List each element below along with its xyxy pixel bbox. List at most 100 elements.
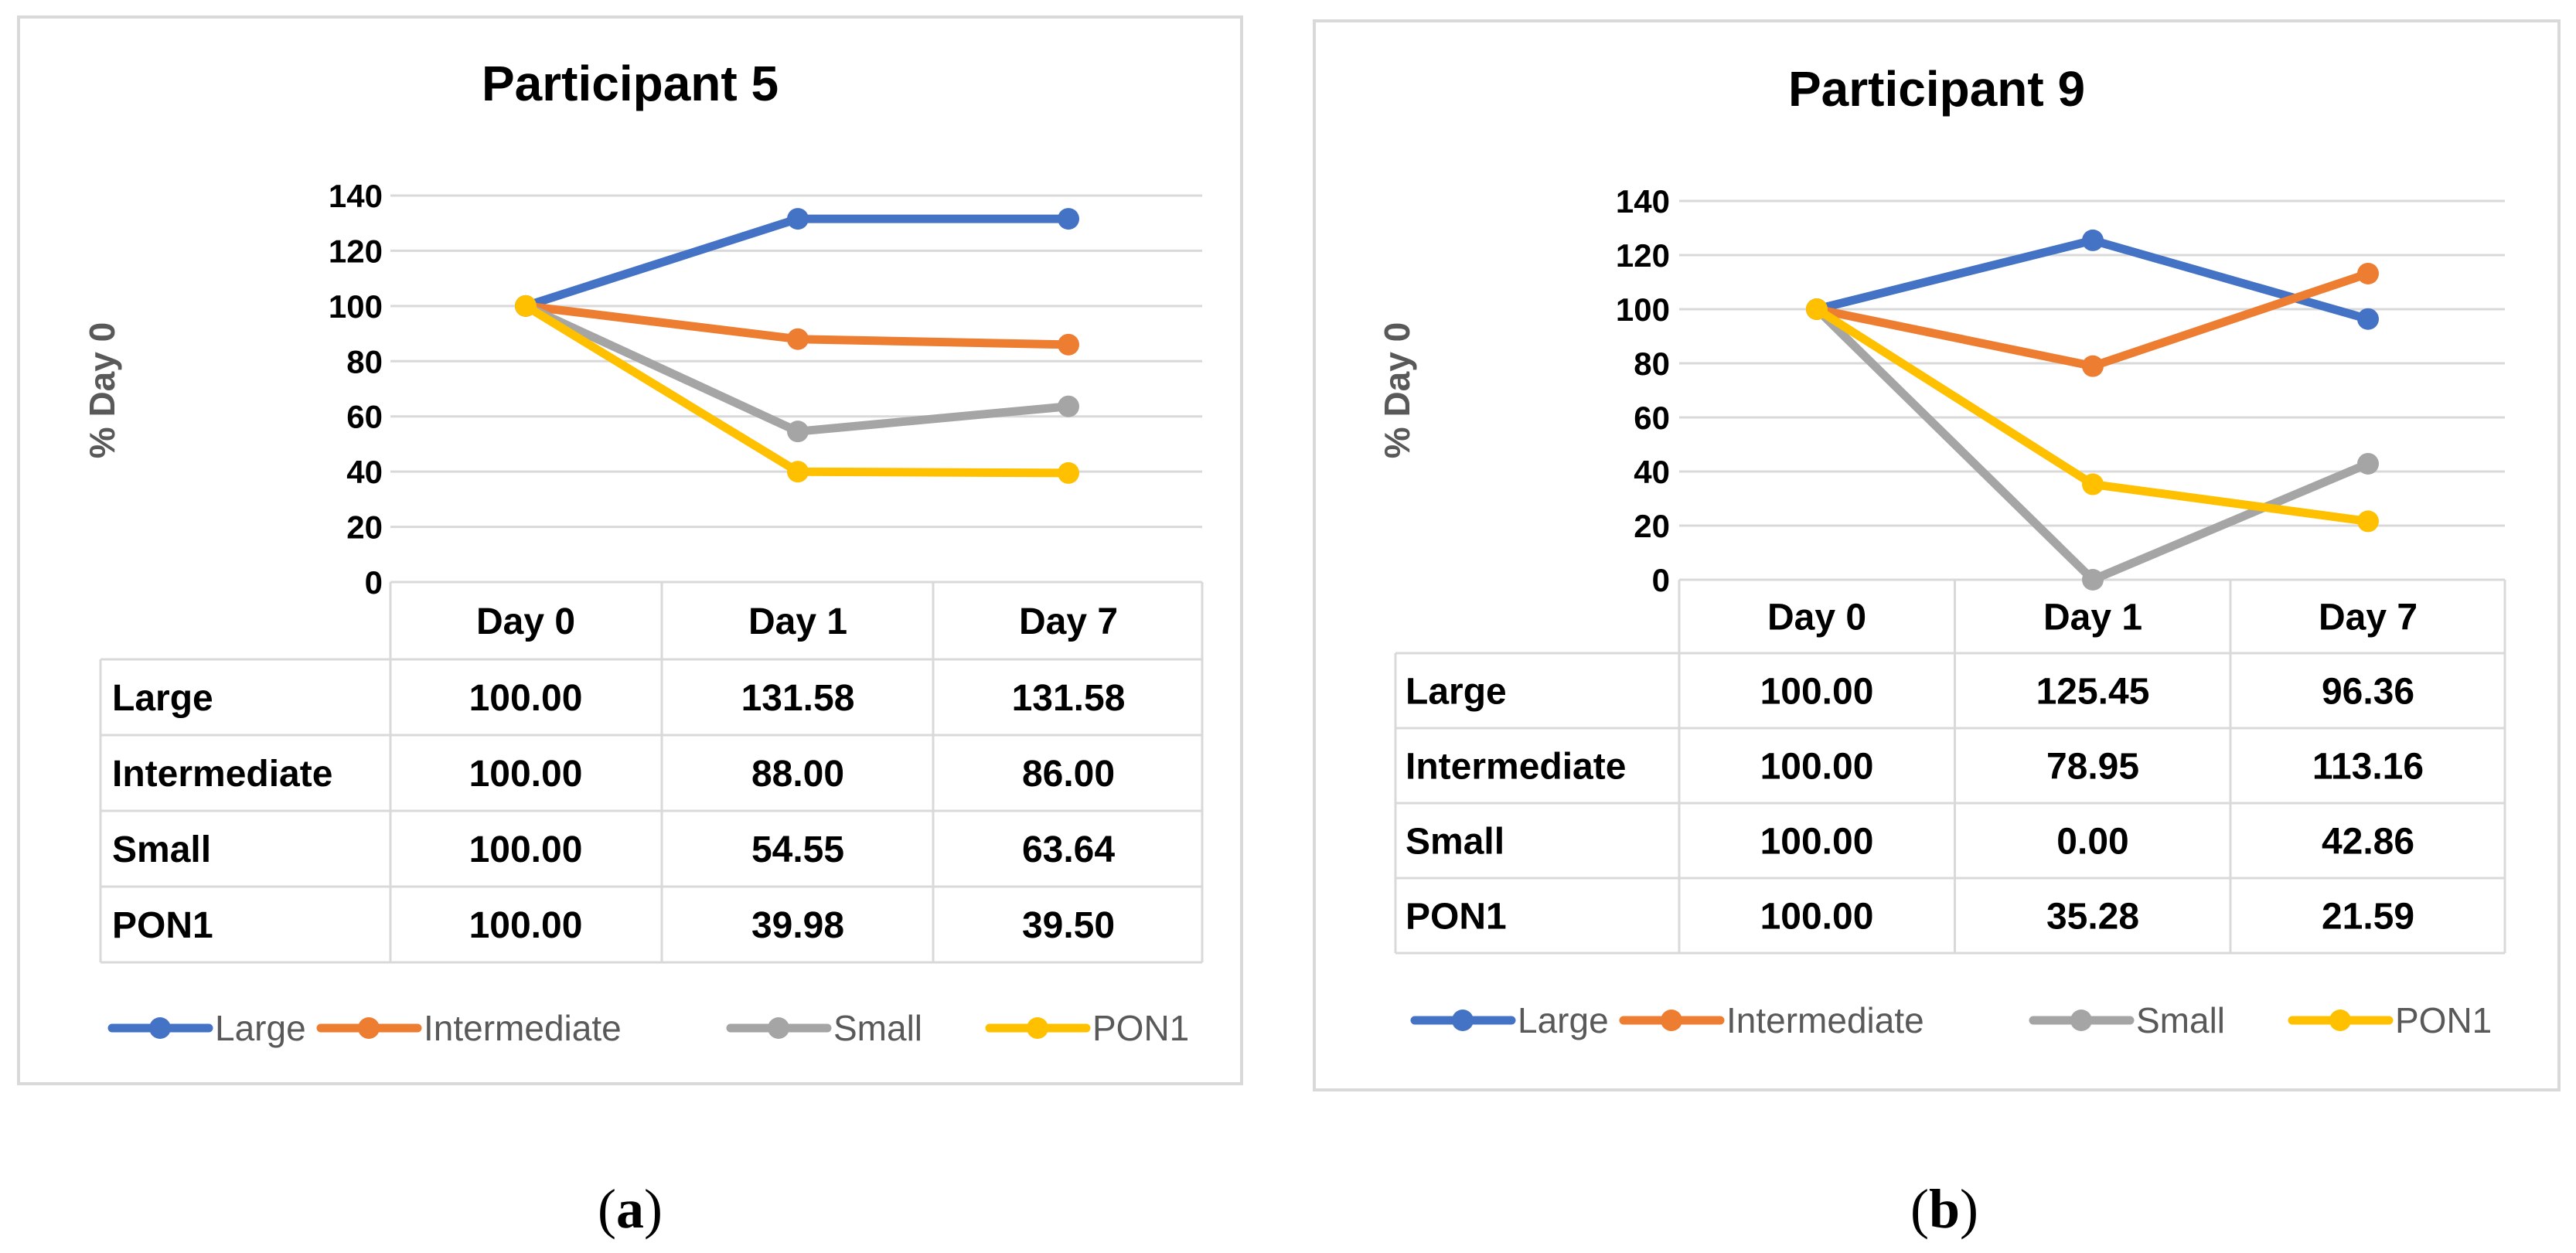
table-cell: 35.28 [2046, 897, 2139, 938]
data-point-large [2357, 308, 2379, 330]
table-cell: 54.55 [751, 829, 844, 870]
table-header-day-7: Day 7 [1019, 601, 1118, 642]
data-point-pon1 [2082, 473, 2104, 495]
legend-label-large: Large [215, 1008, 306, 1048]
panel-label-open: ( [598, 1178, 616, 1240]
table-cell: 100.00 [1760, 822, 1874, 863]
chart-frame [1313, 19, 2561, 1091]
y-tick-label: 140 [329, 178, 383, 214]
table-cell: 131.58 [741, 678, 855, 719]
y-axis-label: % Day 0 [82, 322, 122, 458]
legend-marker [149, 1017, 171, 1039]
legend: Large Intermediate Small PON1 [1410, 1000, 2492, 1040]
y-tick-label: 60 [346, 399, 383, 435]
data-point-large [787, 208, 809, 230]
legend-marker [2070, 1010, 2092, 1031]
panel-label: (a) [598, 1178, 663, 1240]
data-point-pon1 [1806, 298, 1828, 320]
chart-panel-1: Participant 5 % Day 0 0 20 40 60 80 100 120 140 Da… [17, 15, 1243, 1085]
data-point-pon1 [787, 461, 809, 483]
y-tick-label: 0 [1652, 562, 1670, 598]
y-tick-label: 120 [329, 233, 383, 269]
chart-title: Participant 9 [1788, 61, 2085, 117]
panel-label-letter: b [1929, 1178, 1960, 1240]
table-row-label: Intermediate [112, 754, 332, 795]
table-header-day-1: Day 1 [748, 601, 847, 642]
data-point-small [2357, 452, 2379, 475]
data-point-small [2082, 569, 2104, 591]
data-point-pon1 [1058, 461, 1079, 484]
data-table: Day 0 Day 1 Day 7 Large 100.00 131.58 131.58 In… [99, 581, 1204, 964]
panel-label-letter: a [616, 1178, 644, 1240]
table-row-label: Small [1406, 822, 1504, 863]
legend-marker [1027, 1017, 1048, 1039]
table-header-day-0: Day 0 [1767, 598, 1866, 638]
table-header-day-1: Day 1 [2043, 598, 2142, 638]
y-tick-label: 100 [329, 288, 383, 325]
y-tick-label: 120 [1616, 237, 1670, 274]
table-cell: 96.36 [2322, 672, 2414, 713]
table-row-label: PON1 [1406, 897, 1507, 938]
y-tick-label: 80 [346, 343, 383, 380]
data-point-pon1 [515, 295, 537, 317]
table-row-label: PON1 [112, 905, 213, 946]
legend-marker [768, 1017, 789, 1039]
data-point-small [787, 421, 809, 443]
table-cell: 100.00 [469, 829, 583, 870]
y-tick-label: 0 [365, 564, 383, 601]
y-tick-label: 100 [1616, 291, 1670, 328]
table-cell: 100.00 [469, 678, 583, 719]
legend-label-intermediate: Intermediate [1726, 1000, 1924, 1040]
legend-label-small: Small [2136, 1000, 2225, 1040]
table-cell: 39.50 [1022, 905, 1115, 946]
legend-marker [358, 1017, 380, 1039]
table-row-label: Large [112, 678, 213, 719]
y-tick-label: 20 [346, 509, 383, 546]
legend-label-large: Large [1518, 1000, 1609, 1040]
y-tick-label: 40 [346, 454, 383, 490]
table-cell: 100.00 [1760, 747, 1874, 788]
data-point-small [1058, 395, 1079, 417]
chart-title: Participant 5 [482, 56, 779, 111]
data-point-intermediate [2082, 355, 2104, 377]
table-cell: 113.16 [2312, 747, 2424, 788]
table-header-day-7: Day 7 [2319, 598, 2418, 638]
data-point-large [1058, 208, 1079, 230]
table-header-day-0: Day 0 [476, 601, 575, 642]
table-cell: 78.95 [2046, 747, 2139, 788]
table-cell: 86.00 [1022, 754, 1115, 795]
table-cell: 131.58 [1012, 678, 1126, 719]
table-cell: 63.64 [1022, 829, 1115, 870]
data-point-intermediate [1058, 333, 1079, 356]
legend-label-intermediate: Intermediate [424, 1008, 622, 1048]
table-cell: 100.00 [1760, 897, 1874, 938]
y-tick-label: 40 [1634, 454, 1670, 490]
table-cell: 100.00 [469, 754, 583, 795]
legend-label-pon1: PON1 [2395, 1000, 2492, 1040]
y-axis-label: % Day 0 [1377, 322, 1417, 458]
table-row-label: Small [112, 829, 211, 870]
y-tick-label: 140 [1616, 183, 1670, 220]
y-tick-label: 20 [1634, 508, 1670, 544]
table-cell: 39.98 [751, 905, 844, 946]
y-tick-label: 80 [1634, 346, 1670, 382]
legend: Large Intermediate Small PON1 [107, 1008, 1189, 1048]
table-cell: 88.00 [751, 754, 844, 795]
legend-marker [2329, 1010, 2351, 1031]
table-row-label: Large [1406, 672, 1507, 713]
y-tick-label: 60 [1634, 400, 1670, 436]
data-point-intermediate [2357, 262, 2379, 284]
panel-label: (b) [1910, 1178, 1978, 1240]
data-table: Day 0 Day 1 Day 7 Large 100.00 125.45 96.36 Int… [1394, 578, 2506, 955]
table-cell: 21.59 [2322, 897, 2414, 938]
data-point-large [2082, 229, 2104, 251]
panel-label-close: ) [644, 1178, 663, 1240]
data-point-intermediate [787, 328, 809, 350]
table-cell: 0.00 [2056, 822, 2128, 863]
table-cell: 42.86 [2322, 822, 2414, 863]
table-cell: 125.45 [2036, 672, 2150, 713]
panel-label-open: ( [1910, 1178, 1929, 1240]
legend-marker [1452, 1010, 1474, 1031]
legend-label-small: Small [833, 1008, 922, 1048]
